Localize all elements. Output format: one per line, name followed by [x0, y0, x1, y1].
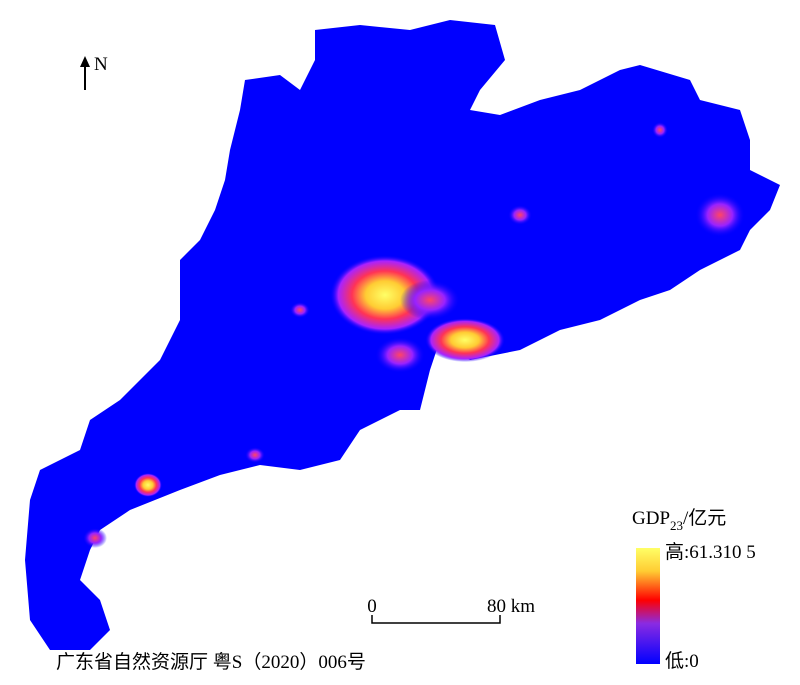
scale-bar: 0 80 km [367, 596, 535, 624]
hotspot [652, 122, 668, 138]
hotspot [375, 337, 425, 373]
hotspot [134, 473, 162, 497]
hotspot [508, 205, 532, 225]
province-area [25, 20, 780, 650]
hotspot [290, 302, 310, 318]
scale-end: 80 km [487, 596, 535, 617]
legend: GDP23/亿元 高:61.310 5 低:0 [632, 507, 756, 672]
scale-line [371, 615, 501, 624]
hotspot [400, 280, 460, 320]
legend-color-bar [636, 548, 660, 664]
legend-title: GDP23/亿元 [632, 507, 726, 533]
map-credit: 广东省自然资源厅 粤S（2020）006号 [56, 651, 366, 673]
hotspots [83, 122, 745, 548]
hotspot [695, 193, 745, 237]
scale-start: 0 [367, 596, 377, 617]
legend-title-subscript: 23 [670, 518, 683, 533]
legend-min-label: 低:0 [665, 650, 699, 672]
arrow-head [80, 56, 90, 67]
hotspot [425, 318, 505, 362]
hotspot [245, 447, 265, 463]
legend-title-main: GDP [632, 508, 670, 529]
legend-title-unit: /亿元 [683, 507, 726, 529]
legend-max-label: 高:61.310 5 [665, 541, 756, 563]
north-arrow: N [80, 54, 108, 90]
north-label: N [94, 54, 108, 75]
hotspot [83, 528, 107, 548]
